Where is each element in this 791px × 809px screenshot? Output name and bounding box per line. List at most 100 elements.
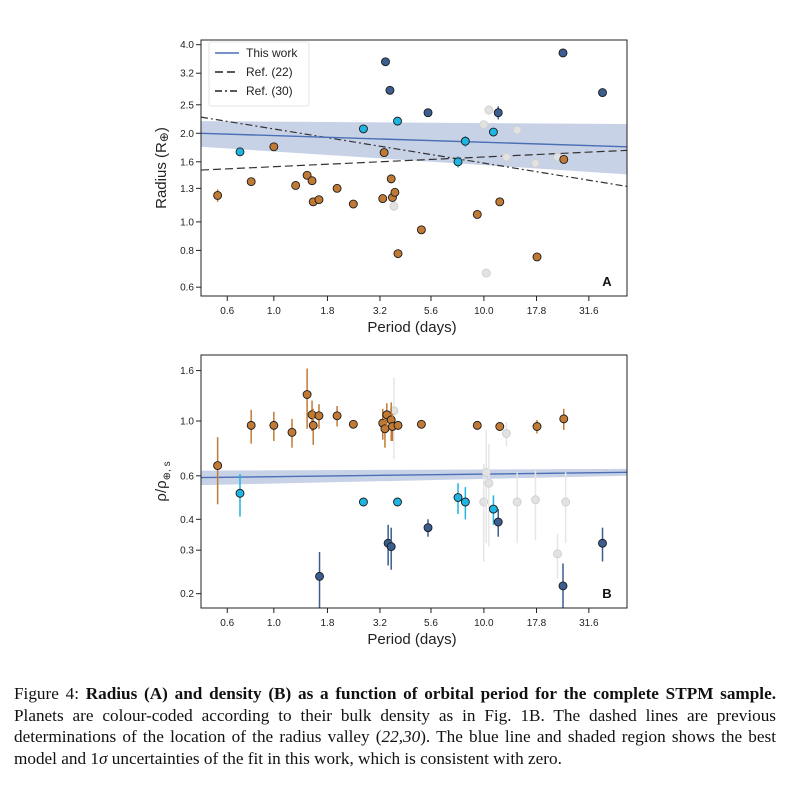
data-point-brown — [495, 422, 505, 431]
data-point-cyan — [453, 493, 463, 502]
y-axis-label: Radius (R⊕) — [153, 127, 171, 209]
data-point-grey — [484, 105, 494, 115]
legend-entry: Ref. (22) — [246, 65, 293, 79]
data-point-brown — [291, 180, 301, 190]
x-axis-label: Period (days) — [367, 631, 456, 648]
data-point-grey — [481, 268, 491, 278]
data-point-navy — [598, 538, 607, 548]
x-tick-label: 1.8 — [321, 306, 335, 317]
legend: This work Ref. (22) Ref. (30) — [208, 41, 310, 107]
data-point-cyan — [393, 116, 402, 126]
data-point-cyan — [358, 497, 368, 507]
data-point-navy — [558, 581, 568, 591]
data-point-brown — [307, 176, 317, 186]
data-point-brown — [386, 174, 396, 184]
legend-box — [208, 41, 310, 107]
y-axis-label-subscript: ⊕, s — [162, 461, 173, 480]
data-point-brown — [332, 183, 342, 193]
data-point-brown — [332, 411, 342, 421]
data-point-grey — [389, 201, 399, 211]
x-tick-label: 1.8 — [321, 618, 335, 629]
data-point-navy — [423, 108, 433, 118]
data-point-brown — [472, 209, 482, 219]
data-point-grey — [512, 497, 522, 507]
data-point-brown — [246, 420, 256, 430]
density-panel: 0.6 1.0 1.8 3.2 5.6 10.0 17.8 31.6 0.2 0.3 0.4 0.6 1… — [153, 354, 628, 648]
caption-text-1: Planets are colour-coded according to th… — [14, 705, 776, 747]
data-point-brown — [472, 420, 482, 430]
data-point-brown — [314, 195, 324, 205]
caption-sigma: σ — [98, 748, 108, 768]
y-tick-label: 2.5 — [180, 100, 194, 111]
data-point-brown — [302, 170, 312, 180]
data-point-grey — [561, 497, 571, 507]
y-tick-label: 0.8 — [180, 246, 194, 257]
data-point-grey — [553, 549, 562, 559]
figure-label: Figure 4: — [14, 684, 86, 703]
x-axis-label: Period (days) — [367, 319, 456, 336]
caption-refs: 22,30 — [381, 727, 421, 747]
data-point-brown — [269, 420, 279, 430]
plot-frame — [200, 354, 628, 609]
x-tick-label: 10.0 — [474, 306, 494, 317]
data-point-brown — [532, 252, 542, 262]
data-point-navy — [493, 517, 503, 527]
data-point-cyan — [393, 497, 402, 507]
data-point-brown — [378, 194, 388, 204]
data-point-brown — [380, 424, 390, 434]
x-tick-label: 5.6 — [424, 618, 438, 629]
caption-title: Radius (A) and density (B) as a function… — [85, 684, 772, 703]
y-axis-label-close: ) — [153, 127, 170, 132]
data-point-cyan — [460, 497, 470, 507]
x-tick-label: 17.8 — [527, 618, 547, 629]
y-tick-label: 2.0 — [180, 129, 194, 140]
data-point-navy — [315, 571, 324, 581]
y-tick-label: 1.3 — [180, 184, 194, 195]
y-tick-label: 0.4 — [180, 515, 194, 526]
model-fit-line — [201, 132, 627, 148]
figure-svg: 0.6 1.0 1.8 3.2 5.6 10.0 17.8 31.6 0.6 0.8 1.0 1.3 1… — [153, 39, 628, 648]
data-point-brown — [416, 419, 426, 429]
x-tick-label: 31.6 — [579, 618, 599, 629]
model-uncertainty-band — [201, 121, 627, 175]
data-point-navy — [386, 542, 396, 552]
data-point-brown — [246, 177, 256, 187]
data-point-navy — [423, 523, 433, 533]
plot-area — [201, 368, 627, 608]
y-tick-label: 1.6 — [180, 366, 194, 377]
x-tick-label: 31.6 — [579, 306, 599, 317]
x-tick-label: 1.0 — [267, 306, 281, 317]
data-point-navy — [385, 85, 395, 95]
radius-panel: 0.6 1.0 1.8 3.2 5.6 10.0 17.8 31.6 0.6 0.8 1.0 1.3 1… — [153, 39, 628, 336]
data-point-brown — [269, 142, 279, 152]
y-tick-label: 4.0 — [180, 40, 194, 51]
y-tick-label: 3.2 — [180, 69, 194, 80]
data-point-brown — [348, 419, 358, 429]
y-tick-label: 0.6 — [180, 283, 194, 294]
plot-frame — [200, 39, 628, 297]
data-point-brown — [379, 148, 389, 158]
data-point-brown — [287, 427, 297, 437]
x-tick-label: 17.8 — [527, 306, 547, 317]
data-point-grey — [501, 152, 511, 162]
data-point-grey — [479, 120, 489, 130]
y-axis-label-text: ρ/ρ — [153, 480, 170, 501]
y-tick-label: 0.2 — [180, 589, 194, 600]
y-axis-label-symbol: ⊕ — [157, 132, 171, 142]
model-fit-line — [201, 471, 627, 479]
reference-line-dashdot — [201, 116, 627, 187]
data-point-brown — [495, 197, 505, 207]
y-axis-label-text: Radius (R — [153, 142, 170, 209]
data-point-cyan — [488, 127, 498, 137]
plot-area — [201, 48, 627, 278]
x-tick-label: 10.0 — [474, 618, 494, 629]
x-tick-label: 0.6 — [220, 306, 234, 317]
data-point-grey — [531, 158, 540, 168]
data-point-brown — [348, 199, 358, 209]
data-point-grey — [531, 495, 540, 505]
caption-text-2: ). The blue line and shaded region shows… — [14, 727, 776, 768]
data-point-navy — [598, 88, 607, 98]
x-tick-label: 3.2 — [373, 618, 387, 629]
data-point-brown — [393, 420, 403, 430]
y-axis-label: ρ/ρ⊕, s — [153, 461, 173, 501]
